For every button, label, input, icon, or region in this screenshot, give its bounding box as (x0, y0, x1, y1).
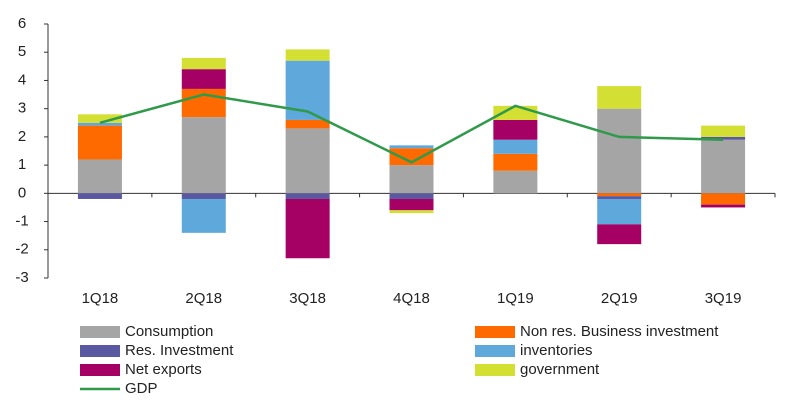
bar-segment (389, 210, 434, 214)
x-tick-label: 1Q18 (82, 290, 119, 307)
legend-label: inventories (520, 342, 593, 359)
legend-swatch (80, 345, 120, 357)
bar-segment (285, 128, 330, 194)
y-tick-label: 1 (18, 156, 26, 173)
bar-segment (701, 136, 746, 140)
x-tick-label: 2Q18 (185, 290, 222, 307)
x-tick-label: 2Q19 (601, 290, 638, 307)
y-tick-label: 0 (18, 184, 26, 201)
x-tick-label: 1Q19 (497, 290, 534, 307)
bar-segment (77, 193, 122, 199)
bar-segment (285, 193, 330, 199)
y-tick-label: 4 (18, 71, 26, 88)
legend-swatch (80, 364, 120, 376)
bar-segment (389, 193, 434, 199)
gdp-line (99, 93, 724, 164)
bar-segment (77, 159, 122, 194)
bar-segment (701, 204, 746, 208)
bar-segment (389, 145, 434, 149)
bar-segment (597, 108, 642, 194)
legend-label: Non res. Business investment (520, 323, 719, 340)
bar-segment (701, 193, 746, 205)
bar-segment (389, 148, 434, 166)
legend-label: Consumption (125, 323, 213, 340)
bar-segment (493, 119, 538, 140)
bar-segment (77, 125, 122, 160)
bar-segment (285, 49, 330, 61)
bar-segment (77, 114, 122, 123)
bar-segment (285, 198, 330, 259)
y-tick-label: 3 (18, 100, 26, 117)
legend-label: GDP (125, 380, 158, 397)
bar-segment (389, 165, 434, 194)
bar-segment (597, 224, 642, 245)
bar-segment (285, 119, 330, 129)
bar-segment (389, 198, 434, 211)
bar-segment (77, 122, 122, 126)
bar-segment (597, 198, 642, 225)
bar-segment (181, 57, 226, 70)
bar-segment (493, 170, 538, 194)
bar-segment (181, 88, 226, 118)
legend-swatch (475, 345, 515, 357)
bar-segment (701, 139, 746, 194)
legend-swatch (475, 326, 515, 338)
bar-segment (181, 69, 226, 89)
y-tick-label: -1 (15, 213, 28, 230)
bar-segment (181, 117, 226, 194)
y-tick-label: 6 (18, 15, 26, 32)
bar-segment (597, 193, 642, 197)
bar-segment (493, 139, 538, 154)
y-tick-label: 5 (18, 43, 26, 60)
x-tick-label: 3Q18 (289, 290, 326, 307)
bar-segment (597, 86, 642, 109)
x-tick-label: 4Q18 (393, 290, 430, 307)
y-tick-label: 2 (18, 128, 26, 145)
legend-label: Net exports (125, 361, 202, 378)
legend-label: government (520, 361, 600, 378)
x-tick-label: 3Q19 (705, 290, 742, 307)
bar-segment (701, 125, 746, 137)
bar-segment (181, 193, 226, 199)
bar-segment (493, 153, 538, 171)
bar-segment (597, 196, 642, 199)
legend-label: Res. Investment (125, 342, 234, 359)
legend-swatch (475, 364, 515, 376)
y-tick-label: -3 (15, 269, 28, 286)
y-tick-label: -2 (15, 241, 28, 258)
legend-swatch (80, 326, 120, 338)
bar-segment (181, 198, 226, 233)
